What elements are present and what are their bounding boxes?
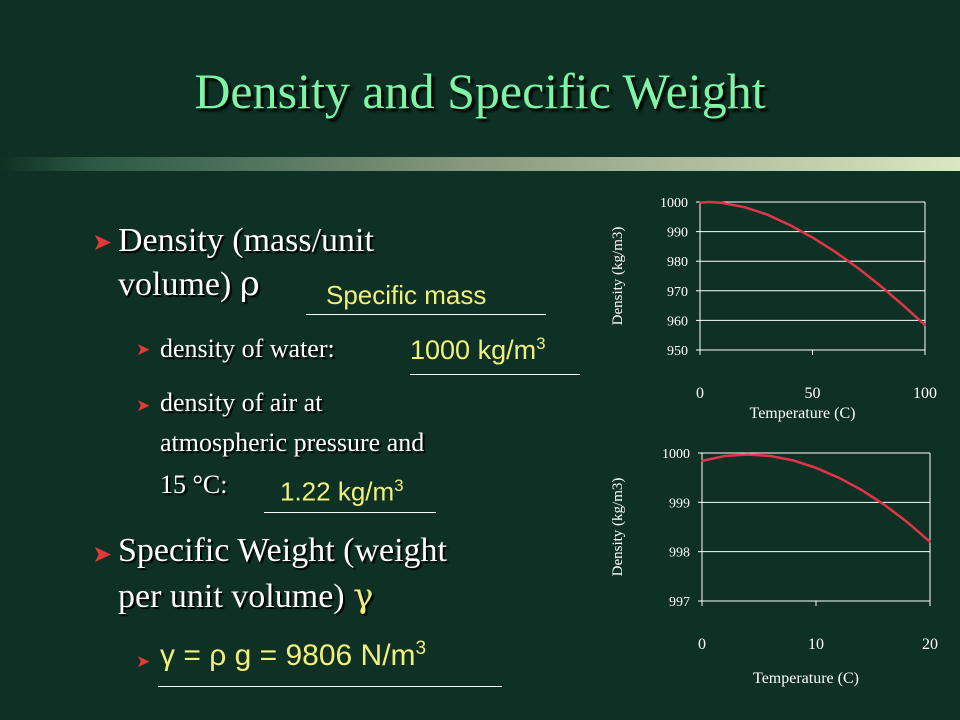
sub-bullet-arrow-icon: ➤ — [136, 340, 151, 359]
slide-title: Density and Specific Weight — [194, 63, 766, 119]
specific-weight-formula-text: γ = ρ g = 9806 N/m — [160, 639, 416, 672]
data-point — [860, 489, 863, 491]
density-water-answer: 1000 kg/m3 — [410, 334, 546, 366]
bullet-weight-unit: per unit volume) — [118, 578, 345, 615]
data-point — [746, 453, 749, 456]
gamma-symbol: γ — [353, 576, 374, 616]
density-air-line2: atmospheric pressure and — [160, 428, 425, 457]
specific-weight-formula: γ = ρ g = 9806 N/m3 — [160, 638, 426, 673]
data-point — [879, 284, 881, 287]
data-point — [834, 250, 836, 253]
bullet-arrow-icon: ➤ — [92, 230, 113, 256]
data-point — [924, 324, 926, 326]
specific-weight-exponent: 3 — [415, 638, 427, 659]
density-answer: Specific mass — [326, 280, 487, 310]
y-tick-label: 999 — [669, 496, 690, 511]
data-point — [769, 455, 772, 457]
bullet-arrow-icon: ➤ — [92, 542, 113, 568]
y-tick-label: 1000 — [662, 447, 690, 462]
data-point — [883, 504, 886, 506]
x-tick-label: 50 — [805, 385, 821, 402]
bullet-weight-line1: Specific Weight (weight — [118, 532, 447, 569]
rho-symbol: ρ — [239, 264, 260, 304]
data-point — [838, 476, 840, 479]
data-point — [724, 455, 726, 457]
data-point — [789, 224, 791, 226]
data-point — [906, 521, 908, 523]
density-air-answer: 1.22 kg/m3 — [280, 476, 404, 508]
data-point — [708, 201, 710, 203]
data-point — [901, 303, 904, 306]
y-tick-label: 980 — [667, 255, 688, 270]
title-divider — [0, 157, 960, 171]
x-tick-label: 20 — [922, 636, 938, 653]
x-tick-label: 0 — [696, 385, 704, 402]
formula-blank — [158, 640, 502, 687]
y-tick-label: 960 — [667, 314, 688, 329]
x-tick-label: 0 — [698, 636, 706, 653]
bullet-density-line1: Density (mass/unit — [118, 222, 374, 259]
y-tick-label: 950 — [667, 344, 688, 359]
y-tick-label: 998 — [669, 546, 690, 561]
y-tick-label: 970 — [667, 285, 688, 300]
y-axis-label: Density (kg/m3) — [610, 227, 626, 326]
bullet-density-line2: volume) ρ — [118, 264, 260, 304]
sub-bullet-arrow-icon: ➤ — [136, 396, 151, 415]
y-axis-label: Density (kg/m3) — [610, 478, 626, 577]
water-answer-blank — [410, 340, 580, 375]
x-axis-label: Temperature (C) — [750, 405, 856, 422]
density-air-value: 1.22 kg/m — [280, 476, 395, 507]
sub-bullet-arrow-icon: ➤ — [136, 652, 151, 671]
bullet-weight-line2: per unit volume) γ — [118, 576, 373, 616]
x-axis-label: Temperature (C) — [753, 670, 859, 687]
density-air-line3: 15 °C: — [160, 470, 228, 499]
data-point — [815, 467, 817, 469]
density-air-line1: density of air at — [160, 388, 323, 417]
density-air-exponent: 3 — [394, 476, 404, 495]
data-point — [744, 206, 746, 209]
data-point — [856, 266, 859, 269]
density-water-exponent: 3 — [536, 334, 546, 353]
x-tick-label: 100 — [913, 385, 937, 402]
density-curve — [699, 200, 926, 327]
y-tick-label: 1000 — [660, 196, 688, 211]
data-point — [929, 541, 931, 543]
density-water-value: 1000 kg/m — [410, 335, 537, 365]
data-point — [721, 202, 724, 204]
density-water-label: density of water: — [160, 334, 335, 363]
air-answer-blank — [264, 478, 436, 513]
density-chart-2: 997 998 999 1000 0 10 20 Temperature (C) Density… — [610, 447, 938, 687]
y-tick-label: 997 — [669, 595, 690, 610]
y-tick-label: 990 — [667, 226, 688, 241]
data-point — [766, 213, 769, 216]
density-answer-blank — [306, 270, 546, 315]
x-tick-label: 10 — [808, 636, 824, 653]
density-chart-1: 950 960 970 980 990 1000 0 50 100 Temperature (C)… — [610, 196, 937, 422]
data-point — [792, 459, 794, 462]
bullet-density-volume: volume) — [118, 266, 232, 303]
data-point — [699, 201, 701, 204]
data-point — [811, 236, 814, 239]
data-point — [701, 460, 703, 462]
